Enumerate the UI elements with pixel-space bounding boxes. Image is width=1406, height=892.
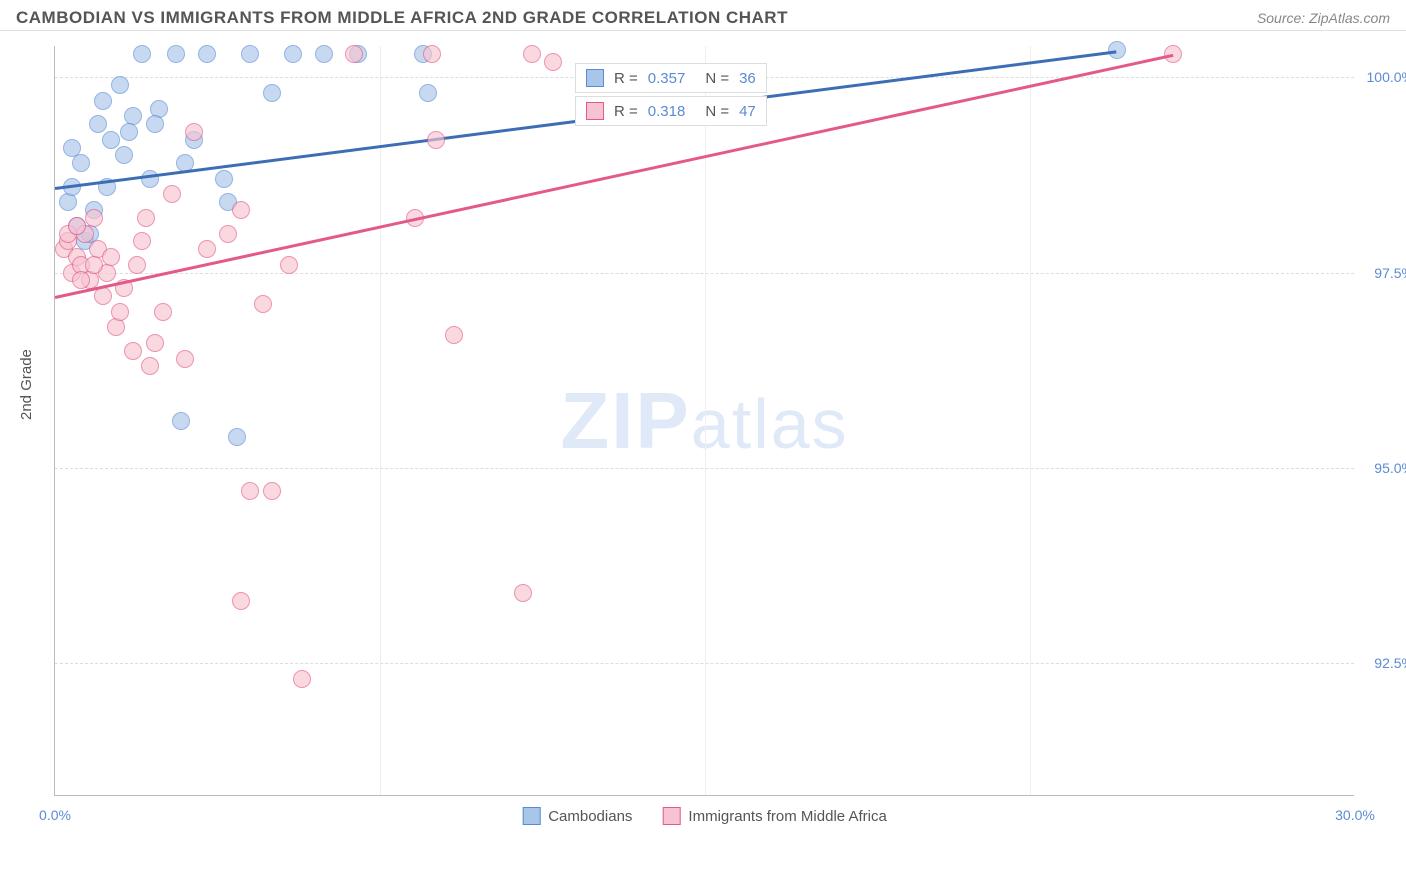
y-tick-label: 92.5% xyxy=(1359,655,1406,671)
scatter-point xyxy=(85,209,103,227)
scatter-point xyxy=(176,350,194,368)
scatter-point xyxy=(219,225,237,243)
scatter-point xyxy=(263,482,281,500)
scatter-point xyxy=(133,232,151,250)
scatter-point xyxy=(345,45,363,63)
legend-swatch xyxy=(586,102,604,120)
scatter-point xyxy=(523,45,541,63)
correlation-legend: R = 0.318 N = 47 xyxy=(575,96,767,126)
scatter-point xyxy=(137,209,155,227)
legend-item: Cambodians xyxy=(522,807,632,825)
scatter-point xyxy=(124,342,142,360)
chart-title: CAMBODIAN VS IMMIGRANTS FROM MIDDLE AFRI… xyxy=(16,8,788,28)
watermark-light: atlas xyxy=(691,385,849,463)
scatter-point xyxy=(141,170,159,188)
scatter-point xyxy=(68,217,86,235)
scatter-point xyxy=(89,115,107,133)
scatter-point xyxy=(133,45,151,63)
scatter-chart: ZIPatlas 100.0%97.5%95.0%92.5%0.0%30.0%R… xyxy=(54,46,1354,796)
legend-swatch xyxy=(522,807,540,825)
legend-n-label: N = xyxy=(705,70,729,87)
gridline-vertical xyxy=(380,46,381,795)
legend-r-value: 0.357 xyxy=(648,70,686,87)
x-tick-label: 30.0% xyxy=(1335,807,1375,823)
scatter-point xyxy=(1164,45,1182,63)
scatter-point xyxy=(146,334,164,352)
scatter-point xyxy=(445,326,463,344)
scatter-point xyxy=(241,45,259,63)
scatter-point xyxy=(185,123,203,141)
legend-r-label: R = xyxy=(614,103,638,120)
legend-label: Cambodians xyxy=(548,808,632,825)
scatter-point xyxy=(94,92,112,110)
scatter-point xyxy=(198,45,216,63)
legend-n-label: N = xyxy=(705,103,729,120)
scatter-point xyxy=(72,271,90,289)
scatter-point xyxy=(263,84,281,102)
scatter-point xyxy=(154,303,172,321)
scatter-point xyxy=(59,193,77,211)
legend-n-value: 47 xyxy=(739,103,756,120)
scatter-point xyxy=(423,45,441,63)
chart-header: CAMBODIAN VS IMMIGRANTS FROM MIDDLE AFRI… xyxy=(0,0,1406,31)
legend-label: Immigrants from Middle Africa xyxy=(688,808,886,825)
scatter-point xyxy=(163,185,181,203)
scatter-point xyxy=(128,256,146,274)
scatter-point xyxy=(427,131,445,149)
scatter-point xyxy=(102,131,120,149)
y-tick-label: 95.0% xyxy=(1359,460,1406,476)
legend-r-value: 0.318 xyxy=(648,103,686,120)
y-tick-label: 100.0% xyxy=(1359,69,1406,85)
watermark-bold: ZIP xyxy=(560,376,690,465)
legend-item: Immigrants from Middle Africa xyxy=(662,807,886,825)
legend-swatch xyxy=(662,807,680,825)
scatter-point xyxy=(146,115,164,133)
scatter-point xyxy=(232,201,250,219)
scatter-point xyxy=(544,53,562,71)
scatter-point xyxy=(94,287,112,305)
scatter-point xyxy=(107,318,125,336)
scatter-point xyxy=(419,84,437,102)
scatter-point xyxy=(315,45,333,63)
scatter-point xyxy=(514,584,532,602)
scatter-point xyxy=(280,256,298,274)
scatter-point xyxy=(85,256,103,274)
scatter-point xyxy=(63,139,81,157)
correlation-legend: R = 0.357 N = 36 xyxy=(575,63,767,93)
scatter-point xyxy=(1108,41,1126,59)
chart-source: Source: ZipAtlas.com xyxy=(1257,10,1390,26)
scatter-point xyxy=(241,482,259,500)
y-axis-label: 2nd Grade xyxy=(18,349,35,420)
scatter-point xyxy=(215,170,233,188)
legend-r-label: R = xyxy=(614,70,638,87)
scatter-point xyxy=(141,357,159,375)
scatter-point xyxy=(111,303,129,321)
scatter-point xyxy=(228,428,246,446)
legend-n-value: 36 xyxy=(739,70,756,87)
series-legend: Cambodians Immigrants from Middle Africa xyxy=(522,807,887,825)
scatter-point xyxy=(120,123,138,141)
scatter-point xyxy=(167,45,185,63)
scatter-point xyxy=(198,240,216,258)
x-tick-label: 0.0% xyxy=(39,807,71,823)
gridline-vertical xyxy=(1030,46,1031,795)
y-tick-label: 97.5% xyxy=(1359,265,1406,281)
scatter-point xyxy=(293,670,311,688)
scatter-point xyxy=(72,154,90,172)
scatter-point xyxy=(111,76,129,94)
legend-swatch xyxy=(586,69,604,87)
scatter-point xyxy=(102,248,120,266)
scatter-point xyxy=(232,592,250,610)
scatter-point xyxy=(115,146,133,164)
gridline-vertical xyxy=(705,46,706,795)
scatter-point xyxy=(284,45,302,63)
scatter-point xyxy=(172,412,190,430)
scatter-point xyxy=(254,295,272,313)
